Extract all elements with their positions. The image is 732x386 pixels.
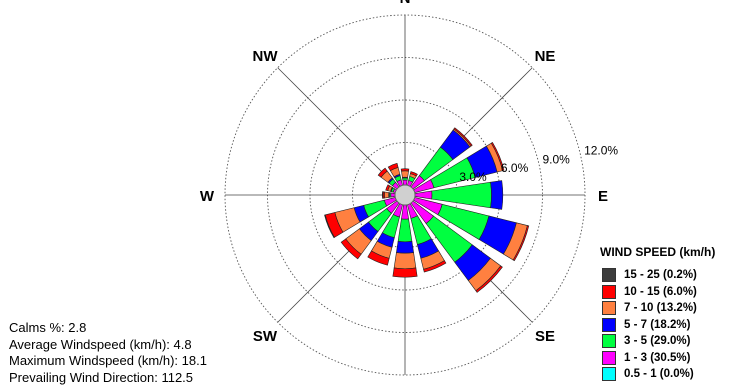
radial-tick-label-3: 12.0% (584, 144, 618, 158)
direction-label-NW: NW (252, 48, 278, 65)
calm-circle (395, 185, 415, 205)
legend-label: 1 - 3 (30.5%) (624, 352, 690, 364)
prevailing-wind-direction: Prevailing Wind Direction: 112.5 (9, 370, 207, 386)
legend-label: 10 - 15 (6.0%) (624, 286, 697, 298)
calms-percent: Calms %: 2.8 (9, 320, 207, 337)
legend-item: 3 - 5 (29.0%) (598, 333, 715, 350)
wind-statistics: Calms %: 2.8 Average Windspeed (km/h): 4… (9, 320, 207, 386)
legend-label: 0.5 - 1 (0.0%) (624, 368, 694, 380)
sector-180-band-4 (394, 253, 416, 269)
sector-90-band-3 (491, 181, 503, 210)
legend-swatch (602, 351, 616, 365)
legend-item: 5 - 7 (18.2%) (598, 317, 715, 334)
average-windspeed: Average Windspeed (km/h): 4.8 (9, 337, 207, 354)
legend-label: 3 - 5 (29.0%) (624, 335, 690, 347)
radial-tick-label-1: 6.0% (501, 161, 529, 175)
legend-swatch (602, 301, 616, 315)
maximum-windspeed: Maximum Windspeed (km/h): 18.1 (9, 353, 207, 370)
sector-180-band-2 (398, 219, 412, 242)
sector-270-band-4 (384, 192, 388, 198)
direction-label-NE: NE (535, 48, 556, 65)
sector-270-band-1 (391, 193, 395, 197)
legend-item: 10 - 15 (6.0%) (598, 284, 715, 301)
direction-spoke-NW (278, 68, 398, 188)
legend-item: 7 - 10 (13.2%) (598, 300, 715, 317)
legend-swatch (602, 334, 616, 348)
direction-label-W: W (200, 188, 215, 205)
legend-item: 15 - 25 (0.2%) (598, 267, 715, 284)
sector-180-band-3 (396, 241, 413, 253)
legend-items: 15 - 25 (0.2%) 10 - 15 (6.0%) 7 - 10 (13.2… (598, 267, 715, 383)
radial-tick-label-0: 3.0% (459, 170, 487, 184)
legend-label: 7 - 10 (13.2%) (624, 302, 697, 314)
legend-label: 15 - 25 (0.2%) (624, 269, 697, 281)
legend-item: 0.5 - 1 (0.0%) (598, 366, 715, 383)
legend: WIND SPEED (km/h) 15 - 25 (0.2%) 10 - 15 … (598, 245, 715, 383)
radial-tick-label-2: 9.0% (542, 152, 570, 166)
direction-label-SE: SE (535, 328, 555, 345)
sector-0-band-4 (401, 171, 408, 178)
legend-item: 1 - 3 (30.5%) (598, 350, 715, 367)
legend-swatch (602, 367, 616, 381)
legend-swatch (602, 318, 616, 332)
sector-270-band-6 (382, 192, 383, 199)
sector-90-band-1 (415, 191, 432, 199)
sector-180-band-5 (393, 268, 417, 277)
legend-title: WIND SPEED (km/h) (600, 245, 715, 259)
sector-0-band-1 (403, 180, 407, 185)
legend-swatch (602, 285, 616, 299)
direction-label-SW: SW (253, 328, 278, 345)
sector-180-band-1 (401, 205, 408, 219)
legend-label: 5 - 7 (18.2%) (624, 319, 690, 331)
legend-swatch (602, 268, 616, 282)
direction-label-N: N (400, 0, 411, 7)
direction-label-E: E (598, 188, 608, 205)
sector-0-band-5 (401, 169, 409, 171)
